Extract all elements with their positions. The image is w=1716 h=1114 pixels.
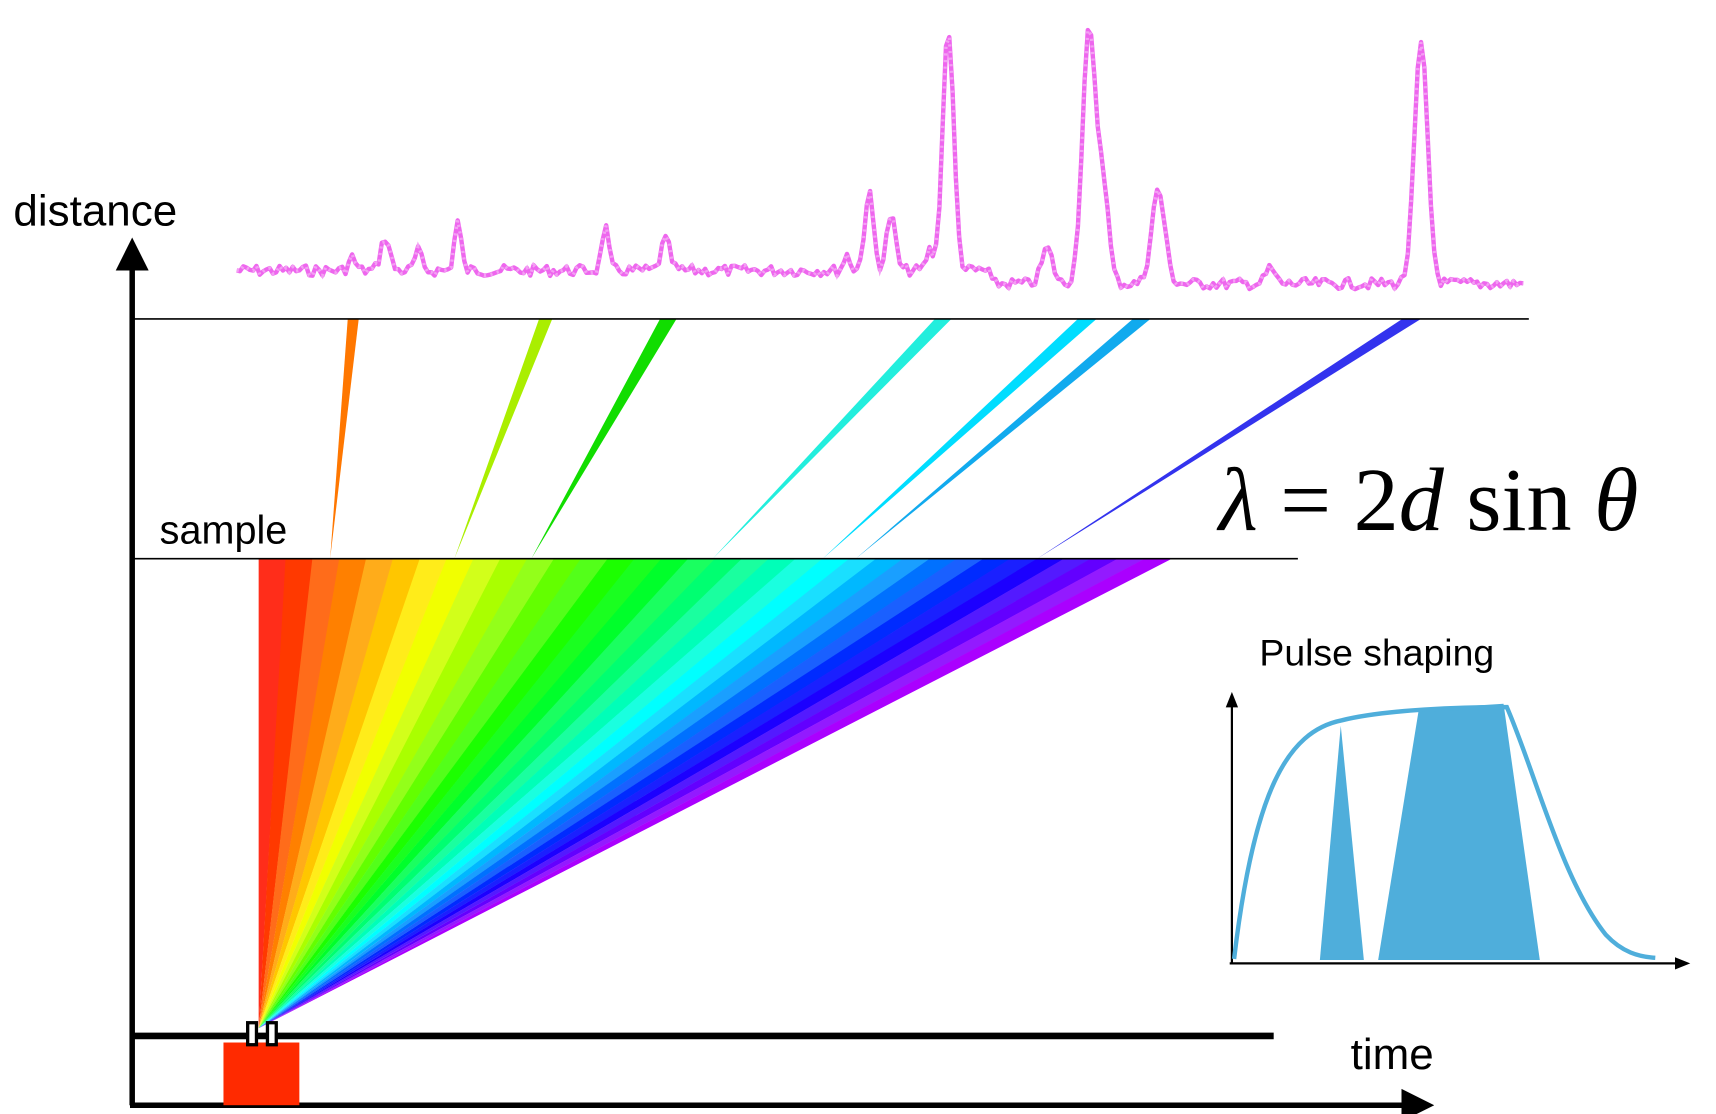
pulse-inset [1225,691,1691,970]
diffracted-beam [454,318,553,559]
formula-d: d [1399,450,1445,550]
diffraction-trace [236,27,1524,292]
diffracted-beam [712,318,952,559]
inset-title: Pulse shaping [1259,631,1494,673]
sample-label: sample [160,508,288,552]
distance-label: distance [13,186,177,235]
beam-fan [258,558,1173,1029]
formula-sin: sin [1444,450,1594,550]
formula-theta: θ [1594,450,1638,550]
diffracted-beam [855,318,1151,559]
formula-equals: = 2 [1258,450,1399,550]
diffraction-trace-points [236,24,1524,292]
bragg-formula: λ = 2d sin θ [1216,450,1639,550]
diffracted-beam [822,318,1097,559]
diffracted-beam [330,318,359,559]
diffracted-beam [531,318,677,559]
pulse-curve [1231,704,1656,961]
diffracted-beam [1037,318,1422,559]
time-label: time [1351,1030,1434,1079]
chopper-right [265,1021,278,1047]
inset-window-1 [1319,725,1364,961]
source-pulse [223,1042,300,1106]
inset-window-2 [1378,703,1540,961]
chopper-left [246,1021,259,1047]
formula-lambda: λ [1216,450,1258,550]
